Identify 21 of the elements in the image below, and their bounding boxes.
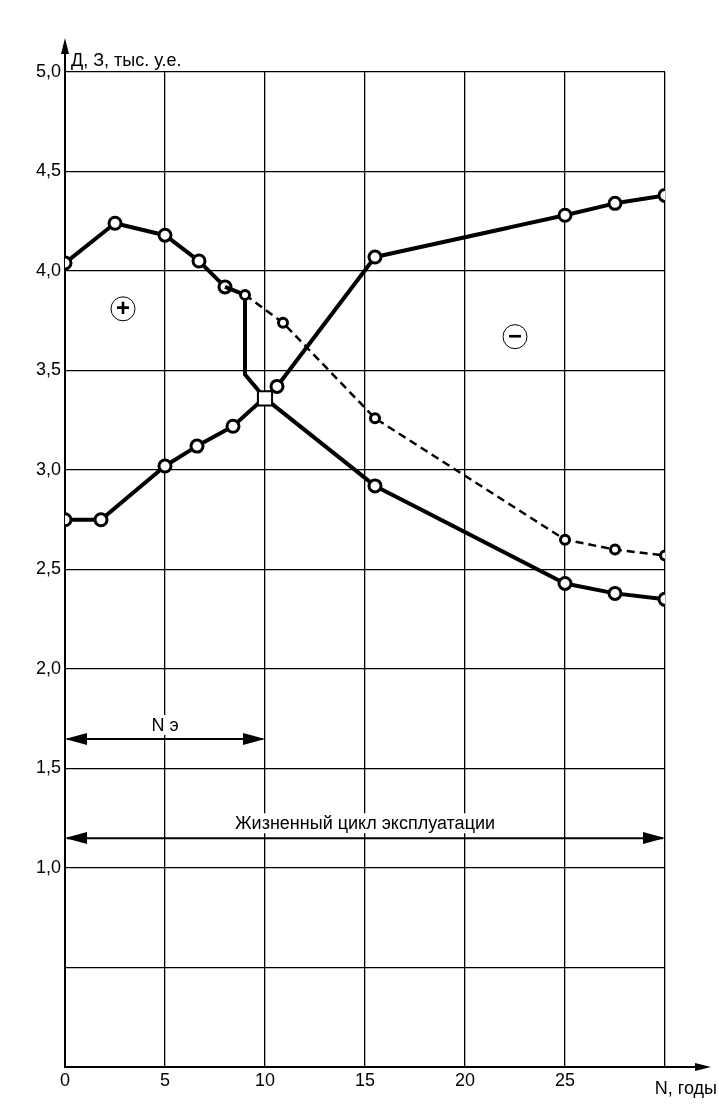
annotation: N э	[148, 714, 182, 735]
y-tick-label: 1,0	[35, 856, 61, 877]
x-tick-label: 10	[254, 1069, 276, 1090]
y-tick-label: 5,0	[35, 60, 61, 81]
y-tick-label: 2,0	[35, 657, 61, 678]
y-tick-label: 3,0	[35, 458, 61, 479]
x-tick-label: 25	[554, 1069, 576, 1090]
y-axis-title: Д, З, тыс. у.е.	[71, 50, 182, 70]
y-tick-label: 2,5	[35, 558, 61, 579]
y-tick-label: 4,5	[35, 160, 61, 181]
y-tick-label: 1,5	[35, 757, 61, 778]
x-tick-label: 5	[159, 1069, 171, 1090]
x-tick-label: 0	[59, 1069, 71, 1090]
annotation: +	[115, 294, 131, 322]
y-tick-label: 3,5	[35, 359, 61, 380]
ref-line-label: Жизненный цикл эксплуатации	[234, 813, 496, 834]
y-tick-label: 4,0	[35, 259, 61, 280]
x-tick-label: 15	[354, 1069, 376, 1090]
annotation: −	[507, 322, 523, 350]
x-axis-title: N, годы	[654, 1078, 717, 1098]
x-tick-label: 20	[454, 1069, 476, 1090]
